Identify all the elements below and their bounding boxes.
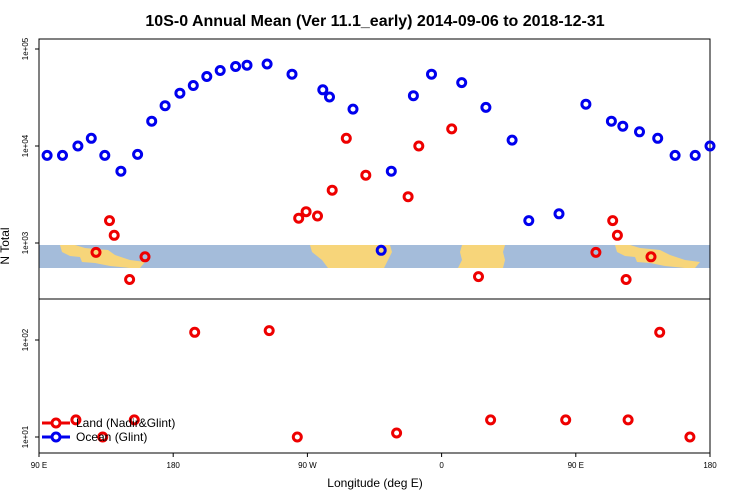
plot-frame (38, 38, 711, 454)
land-point (312, 210, 323, 222)
land-point (291, 431, 303, 443)
ocean-point (187, 80, 199, 91)
ocean-point (324, 91, 335, 103)
land-point (108, 229, 120, 241)
y-axis: 1e+01 1e+02 1e+03 1e+04 1e+05 (21, 37, 39, 448)
land-point (446, 123, 458, 135)
x-tick-label: 90 E (568, 461, 584, 470)
land-point (139, 251, 151, 263)
land-point (413, 140, 425, 152)
ocean-point (241, 59, 253, 71)
ocean-point (115, 165, 127, 177)
legend-marker-land (50, 417, 62, 429)
ocean-point (456, 77, 468, 89)
land-point (128, 414, 140, 426)
land-point (263, 325, 275, 337)
land-point (90, 246, 102, 258)
legend-marker-ocean (50, 431, 62, 443)
ocean-point (132, 148, 144, 160)
land-point (391, 427, 403, 439)
map-land-asia-east (583, 245, 700, 268)
ocean-point (506, 134, 518, 146)
ocean-point (480, 101, 492, 113)
land-point (560, 414, 572, 426)
ocean-point (72, 140, 84, 152)
ocean-point (317, 84, 329, 96)
legend-label-land: Land (Nadir&Glint) (76, 416, 175, 430)
land-point (607, 215, 619, 227)
land-point (340, 132, 352, 144)
ocean-point (214, 65, 226, 76)
land-point (104, 215, 115, 227)
ocean-point (57, 149, 68, 161)
land-point (611, 229, 623, 241)
ocean-point (580, 98, 592, 110)
legend-label-ocean: Ocean (Glint) (76, 430, 147, 444)
map-land-africa (458, 245, 505, 268)
y-tick-label: 1e+02 (21, 328, 30, 351)
ocean-point (230, 61, 242, 72)
ocean-point (385, 165, 397, 177)
y-tick-label: 1e+01 (21, 425, 30, 448)
ocean-point (523, 215, 535, 227)
map-land-south-america (310, 245, 392, 268)
land-point (622, 414, 634, 426)
ocean-point (286, 68, 298, 80)
y-axis-label: N Total (0, 227, 12, 264)
x-axis-label: Longitude (deg E) (327, 476, 422, 490)
land-point (360, 169, 372, 181)
ocean-point (704, 140, 716, 152)
land-point (654, 326, 666, 338)
land-point (300, 206, 312, 218)
y-tick-label: 1e+05 (21, 37, 30, 60)
ocean-point (634, 126, 645, 138)
land-point (620, 274, 632, 285)
ocean-point (669, 149, 681, 161)
ocean-point (375, 244, 387, 256)
ocean-point (553, 208, 565, 220)
land-point (70, 414, 82, 426)
x-tick-label: 90 W (298, 461, 317, 470)
land-point (485, 414, 497, 426)
ocean-point (41, 149, 53, 161)
x-axis: 90 E 180 90 W 0 90 E 180 (31, 453, 717, 470)
ocean-point (689, 149, 701, 161)
land-point (473, 271, 484, 283)
map-background (39, 245, 710, 268)
x-tick-label: 180 (167, 461, 181, 470)
ocean-point (146, 115, 158, 127)
x-tick-label: 0 (439, 461, 444, 470)
ocean-point (261, 58, 273, 70)
ocean-point (174, 87, 186, 99)
x-tick-label: 180 (703, 461, 717, 470)
ocean-point (159, 100, 171, 112)
y-tick-label: 1e+04 (21, 134, 30, 157)
ocean-point (407, 90, 419, 102)
land-point (402, 191, 414, 203)
ocean-point (426, 68, 437, 80)
land-point (645, 251, 657, 263)
ocean-point (201, 71, 213, 82)
legend: Land (Nadir&Glint)Ocean (Glint) (42, 416, 175, 444)
chart-title: 10S-0 Annual Mean (Ver 11.1_early) 2014-… (145, 13, 604, 30)
ocean-point (347, 103, 359, 115)
ocean-point (617, 120, 629, 132)
y-tick-label: 1e+03 (21, 231, 30, 254)
data-points (41, 58, 716, 443)
land-point (326, 184, 338, 196)
ocean-point (85, 132, 97, 144)
land-point (189, 326, 201, 338)
land-point (97, 431, 109, 443)
ocean-point (652, 132, 664, 144)
ocean-point (605, 115, 617, 127)
map-land-asia (39, 245, 145, 268)
land-point (124, 274, 136, 285)
ocean-point (99, 149, 111, 161)
x-tick-label: 90 E (31, 461, 47, 470)
land-point (684, 431, 696, 443)
land-point (590, 246, 602, 258)
land-point (293, 212, 305, 224)
